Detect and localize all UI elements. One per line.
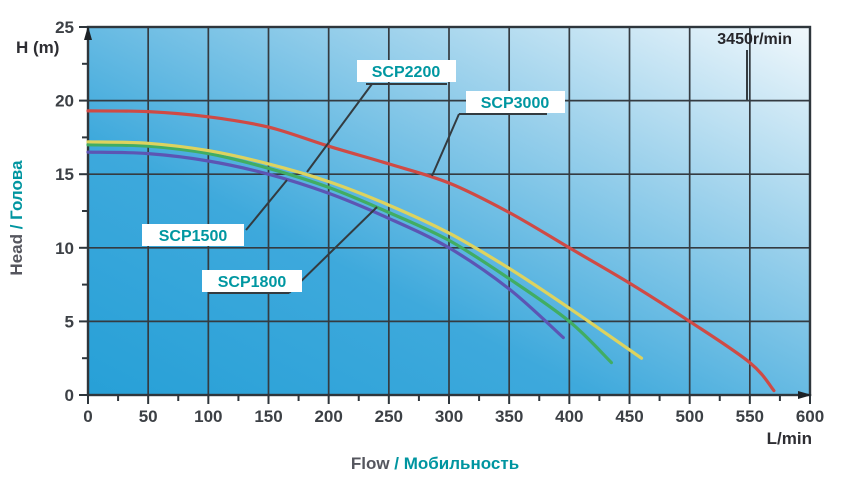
x-axis-title-ru: Мобильность — [404, 454, 519, 473]
callout-box-scp2200 — [357, 60, 456, 82]
y-axis-title: Head / Голова — [7, 160, 26, 276]
callout-label-scp1800: SCP1800 — [218, 274, 287, 291]
curve-scp1800 — [86, 143, 613, 365]
plot-border — [86, 25, 812, 397]
x-tick-label: 250 — [375, 407, 403, 426]
x-axis-title: Flow / Мобильность — [351, 454, 519, 473]
callout-leader-scp2200 — [306, 83, 373, 173]
x-tick-label: 50 — [139, 407, 158, 426]
x-tick-label: 100 — [194, 407, 222, 426]
y-axis-unit-label: H (m) — [16, 38, 59, 57]
callout-box-scp1500 — [142, 224, 244, 246]
callout-box-scp1800 — [202, 270, 302, 292]
callout-leader-scp1800 — [288, 206, 378, 294]
x-axis-title-en: Flow — [351, 454, 390, 473]
x-tick-label: 450 — [615, 407, 643, 426]
x-tick-label: 0 — [83, 407, 92, 426]
x-tick-label: 600 — [796, 407, 824, 426]
callout-label-scp2200: SCP2200 — [372, 64, 441, 81]
callout-label-scp3000: SCP3000 — [481, 95, 550, 112]
curve-scp1500 — [86, 150, 565, 340]
y-tick-label: 20 — [55, 92, 74, 111]
x-tick-label: 150 — [254, 407, 282, 426]
callout-leader-scp1500 — [245, 179, 288, 231]
callouts: SCP2200 SCP3000 SCP1500 SCP1800 — [142, 60, 565, 292]
y-tick-label: 10 — [55, 239, 74, 258]
y-tick-label: 0 — [65, 386, 74, 405]
curve-scp2200 — [86, 140, 644, 360]
x-axis-arrow-right-icon — [798, 391, 812, 399]
y-tick-label: 25 — [55, 18, 74, 37]
callout-label-scp1500: SCP1500 — [159, 228, 228, 245]
x-tick-label: 550 — [736, 407, 764, 426]
x-axis-title-separator: / — [390, 454, 404, 473]
y-axis-title-ru: Голова — [7, 160, 26, 220]
speed-label: 3450r/min — [717, 31, 792, 48]
x-axis-unit-label: L/min — [767, 429, 812, 448]
callout-leader-scp3000 — [431, 113, 460, 177]
x-tick-label: 400 — [555, 407, 583, 426]
x-tick-label: 500 — [675, 407, 703, 426]
callout-box-scp3000 — [466, 91, 565, 113]
curve-scp3000 — [86, 109, 776, 393]
y-axis-title-en: Head — [7, 234, 26, 276]
y-tick-label: 15 — [55, 165, 74, 184]
x-tick-label: 300 — [435, 407, 463, 426]
y-tick-label: 5 — [65, 312, 74, 331]
y-axis-title-separator: / — [7, 220, 26, 234]
x-tick-label: 350 — [495, 407, 523, 426]
callout-leaders — [209, 83, 547, 294]
x-tick-label: 200 — [314, 407, 342, 426]
y-axis-arrow-up-icon — [84, 26, 92, 40]
